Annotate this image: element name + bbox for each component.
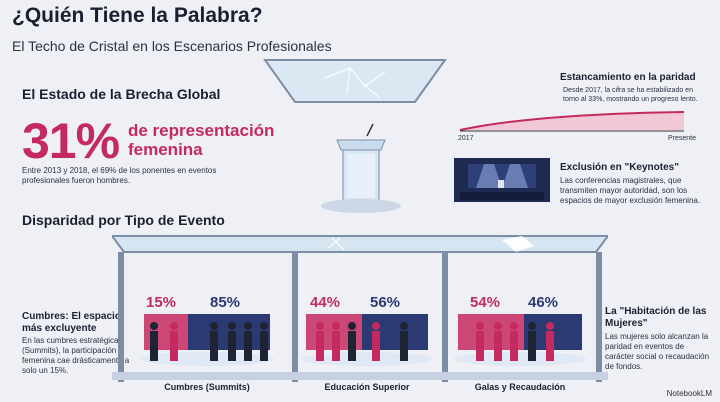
stage-higher-ed-women-pct: 44% xyxy=(310,294,341,311)
global-gap-label: de representación femenina xyxy=(128,121,275,159)
global-gap-heading: El Estado de la Brecha Global xyxy=(22,86,221,102)
summits-note-heading: Cumbres: El espacio más excluyente xyxy=(22,311,121,334)
room-note-text: Las mujeres solo alcanzan la paridad en … xyxy=(605,332,710,371)
stage-galas-label: Galas y Recaudación xyxy=(474,382,566,392)
keynotes-heading: Exclusión en "Keynotes" xyxy=(560,162,679,173)
summits-note-text: En las cumbres estratégicas (Summits), l… xyxy=(22,336,130,375)
global-gap-value: 31% xyxy=(22,113,120,169)
stagnation-heading: Estancamiento en la paridad xyxy=(560,72,696,83)
speaker-figures xyxy=(150,322,554,361)
keynote-stage-illustration xyxy=(454,158,550,202)
page-title: ¿Quién Tiene la Palabra? xyxy=(12,4,263,27)
stage-summits-women-pct: 15% xyxy=(146,294,177,311)
stagnation-end-label: Presente xyxy=(668,135,697,142)
stage-higher-ed-label: Educación Superior xyxy=(324,382,410,392)
keynotes-text: Las conferencias magistrales, que transm… xyxy=(560,176,701,205)
events-heading: Disparidad por Tipo de Evento xyxy=(22,212,225,228)
stage-galas-women-pct: 54% xyxy=(470,294,501,311)
notebooklm-brand: NotebookLM xyxy=(666,389,712,398)
stage-summits-men-pct: 85% xyxy=(210,294,241,311)
room-note-heading: La "Habitación de las Mujeres" xyxy=(605,306,707,329)
stagnation-trend-chart xyxy=(459,111,685,132)
stage-summits-label: Cumbres (Summits) xyxy=(164,382,250,392)
stagnation-start-label: 2017 xyxy=(458,135,474,142)
podium-illustration xyxy=(263,59,447,213)
stage-higher-ed-men-pct: 56% xyxy=(370,294,401,311)
global-gap-note: Entre 2013 y 2018, el 69% de los ponente… xyxy=(22,166,217,185)
stage-galas-men-pct: 46% xyxy=(528,294,559,311)
page-subtitle: El Techo de Cristal en los Escenarios Pr… xyxy=(12,38,332,54)
stages-structure xyxy=(112,235,608,382)
stagnation-text: Desde 2017, la cifra se ha estabilizado … xyxy=(563,87,698,103)
